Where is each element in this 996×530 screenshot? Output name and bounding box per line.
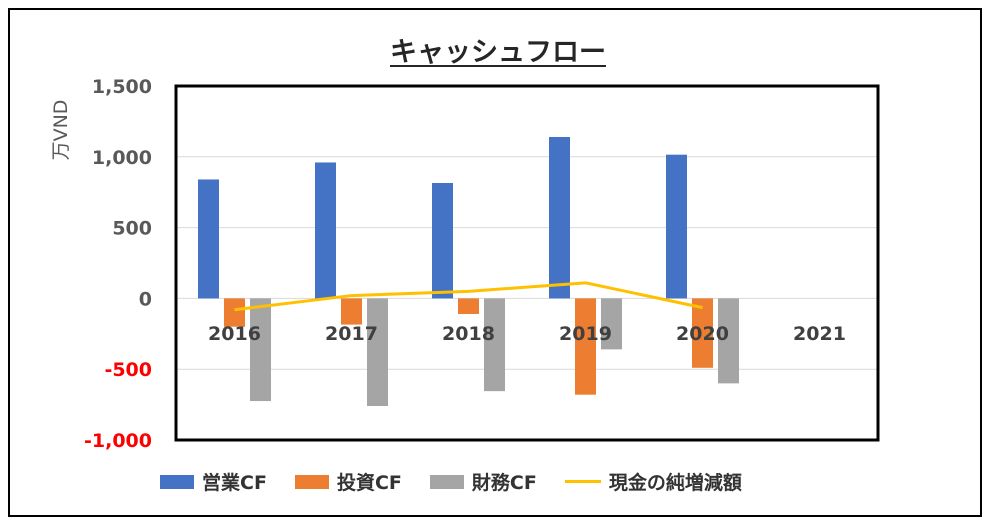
legend-swatch-investing-cf (294, 474, 329, 489)
x-tick-label: 2018 (442, 323, 495, 345)
x-tick-label: 2019 (559, 323, 612, 345)
legend-label-net-cash-change: 現金の純増減額 (608, 472, 742, 494)
legend-label-investing-cf: 投資CF (336, 472, 402, 494)
chart-legend: 営業CF 投資CF 財務CF 現金の純増減額 (160, 468, 742, 495)
legend-item-investing-cf: 投資CF (294, 468, 402, 495)
y-tick-label: 1,000 (92, 147, 152, 169)
bar (198, 179, 219, 299)
bar (484, 298, 505, 392)
bar (250, 298, 271, 402)
bar (692, 298, 713, 368)
y-tick-label: 0 (139, 288, 152, 310)
chart-title-text: キャッシュフロー (390, 37, 606, 68)
series-line (234, 281, 703, 312)
x-tick-label: 2020 (676, 323, 729, 345)
bar (666, 154, 687, 299)
legend-label-financing-cf: 財務CF (471, 472, 537, 494)
bar (432, 182, 453, 299)
legend-item-operating-cf: 営業CF (160, 468, 267, 495)
legend-swatch-operating-cf (160, 474, 194, 489)
legend-label-operating-cf: 営業CF (202, 472, 267, 494)
legend-swatch-financing-cf (429, 474, 464, 489)
chart-title: キャッシュフロー (0, 30, 996, 69)
y-tick-label: 500 (112, 218, 152, 240)
y-tick-label: -1,000 (84, 430, 152, 452)
legend-item-net-cash-change: 現金の純増減額 (564, 468, 742, 495)
x-tick-label: 2017 (325, 323, 378, 345)
bar (315, 162, 336, 299)
bar (367, 298, 388, 407)
x-tick-label: 2021 (793, 323, 846, 345)
bar (549, 136, 570, 299)
y-tick-label: -500 (104, 359, 152, 381)
legend-swatch-net-cash-change (564, 480, 601, 483)
bar (224, 298, 245, 327)
legend-item-financing-cf: 財務CF (429, 468, 537, 495)
y-axis-label: 万VND (50, 100, 72, 161)
y-tick-label: 1,500 (92, 76, 152, 98)
bar (458, 298, 479, 314)
bar (575, 298, 596, 395)
bar (601, 298, 622, 350)
bar (341, 298, 362, 325)
plot-area-border (174, 84, 880, 442)
x-tick-label: 2016 (208, 323, 261, 345)
bar (718, 298, 739, 384)
chart-frame (8, 8, 982, 517)
